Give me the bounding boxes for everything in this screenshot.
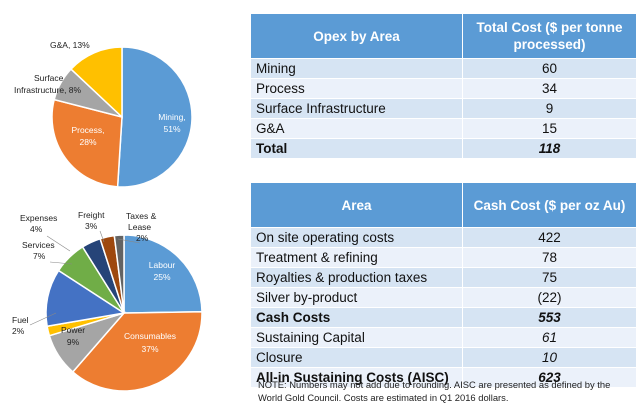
pie2-label-expenses-pct: 4% <box>30 224 43 234</box>
opex-area-cell: G&A <box>250 118 463 139</box>
pie1-label-surface-line2: Infrastructure, 8% <box>14 85 82 95</box>
opex-value-cell: 9 <box>462 98 637 119</box>
table-row: Surface Infrastructure 9 <box>250 98 637 119</box>
pie2-slice-0 <box>123 234 203 314</box>
cash-cost-pie-chart <box>45 234 203 392</box>
pie2-label-fuel-pct: 2% <box>12 326 25 336</box>
table-row: On site operating costs 422 <box>250 227 637 248</box>
cash-value-cell: (22) <box>462 287 637 308</box>
pie2-slice-8 <box>113 234 125 314</box>
opex-total-value: 118 <box>462 138 637 159</box>
pie2-label-services-name: Services <box>22 240 55 250</box>
opex-header-area: Opex by Area <box>250 13 463 59</box>
table-row-aisc: All-in Sustaining Costs (AISC) 623 <box>250 367 637 388</box>
opex-area-cell: Process <box>250 78 463 99</box>
table-row: Royalties & production taxes 75 <box>250 267 637 288</box>
table-row: Process 34 <box>250 78 637 99</box>
opex-total-label: Total <box>250 138 463 159</box>
pie2-slice-1 <box>71 311 203 392</box>
cash-value-cell: 78 <box>462 247 637 268</box>
opex-pie-chart <box>51 46 193 188</box>
opex-area-cell: Surface Infrastructure <box>250 98 463 119</box>
cash-value-cell: 623 <box>462 367 637 388</box>
cash-area-cell: All-in Sustaining Costs (AISC) <box>250 367 463 388</box>
table-row-total: Total 118 <box>250 138 637 159</box>
cash-value-cell: 422 <box>462 227 637 248</box>
opex-area-cell: Mining <box>250 58 463 79</box>
opex-value-cell: 60 <box>462 58 637 79</box>
cash-value-cell: 553 <box>462 307 637 328</box>
pie2-label-expenses-name: Expenses <box>20 213 57 223</box>
cash-header-area: Area <box>250 182 463 228</box>
cash-cost-table: Area Cash Cost ($ per oz Au) On site ope… <box>250 182 637 388</box>
table-row: Closure 10 <box>250 347 637 368</box>
cash-area-cell: Sustaining Capital <box>250 327 463 348</box>
pie2-label-taxes-name: Taxes & <box>126 211 157 221</box>
pie2-label-power-pct: 9% <box>67 337 80 347</box>
cash-header-cost: Cash Cost ($ per oz Au) <box>462 182 637 228</box>
pie2-label-taxes-pct: 2% <box>136 233 149 243</box>
pie-labels: G&A, 13% Surface Infrastructure, 8% Mini… <box>12 40 186 354</box>
pie2-label-taxes-name2: Lease <box>128 222 151 232</box>
pie1-label-process-pct: 28% <box>79 137 96 147</box>
table-row-cash-costs: Cash Costs 553 <box>250 307 637 328</box>
cash-area-cell: Silver by-product <box>250 287 463 308</box>
pie1-slice-1 <box>51 98 123 188</box>
opex-value-cell: 15 <box>462 118 637 139</box>
pie2-label-labour-pct: 25% <box>153 272 170 282</box>
footnote: NOTE: Numbers may not add due to roundin… <box>258 379 611 403</box>
pie2-label-consumables-pct: 37% <box>141 344 158 354</box>
pie2-label-freight-name: Freight <box>78 210 105 220</box>
pie2-label-services-pct: 7% <box>33 251 46 261</box>
pie1-label-mining-pct: 51% <box>163 124 180 134</box>
cash-area-cell: Cash Costs <box>250 307 463 328</box>
table-row: G&A 15 <box>250 118 637 139</box>
pie2-label-power-name: Power <box>61 325 85 335</box>
pie1-label-ga: G&A, 13% <box>50 40 90 50</box>
pie1-label-mining-name: Mining, <box>158 112 185 122</box>
pie2-label-fuel-name: Fuel <box>12 315 29 325</box>
pie1-label-process-name: Process, <box>71 125 104 135</box>
table-row: Mining 60 <box>250 58 637 79</box>
cash-area-cell: Royalties & production taxes <box>250 267 463 288</box>
cash-value-cell: 61 <box>462 327 637 348</box>
pie2-label-consumables-name: Consumables <box>124 331 176 341</box>
pie1-slice-0 <box>116 46 193 188</box>
cash-area-cell: Closure <box>250 347 463 368</box>
table-row: Sustaining Capital 61 <box>250 327 637 348</box>
opex-header-cost: Total Cost ($ per tonne processed) <box>462 13 637 59</box>
pie2-label-freight-pct: 3% <box>85 221 98 231</box>
opex-table: Opex by Area Total Cost ($ per tonne pro… <box>250 13 637 159</box>
cash-area-cell: On site operating costs <box>250 227 463 248</box>
pie1-slice-3 <box>69 46 123 119</box>
opex-value-cell: 34 <box>462 78 637 99</box>
cash-area-cell: Treatment & refining <box>250 247 463 268</box>
pie1-label-surface-line1: Surface <box>34 73 64 83</box>
table-row: Silver by-product (22) <box>250 287 637 308</box>
cash-value-cell: 10 <box>462 347 637 368</box>
pie2-label-labour-name: Labour <box>149 260 176 270</box>
table-row: Treatment & refining 78 <box>250 247 637 268</box>
cash-value-cell: 75 <box>462 267 637 288</box>
leader-lines <box>29 230 141 326</box>
